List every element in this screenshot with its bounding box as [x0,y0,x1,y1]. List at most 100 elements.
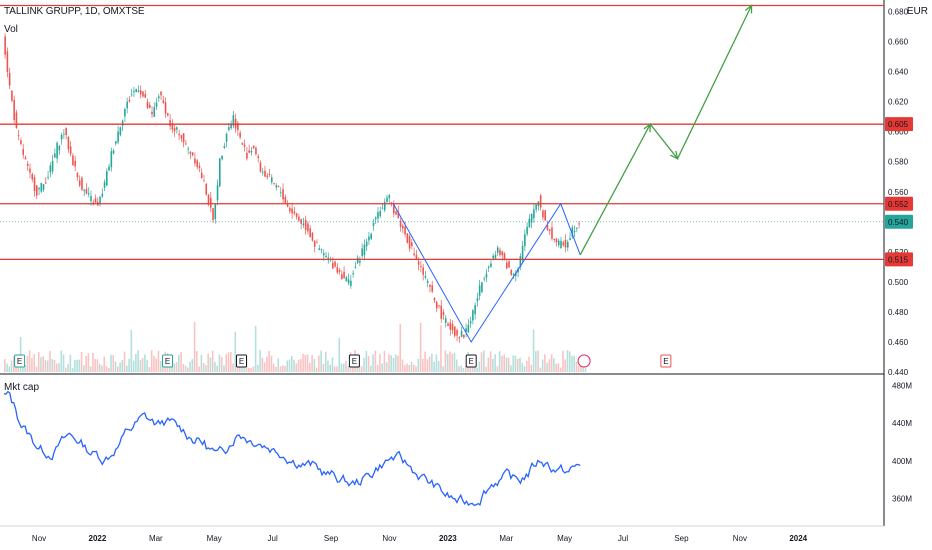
volume-bar [24,364,26,372]
candle-body [266,175,269,178]
volume-bar [180,351,182,372]
candle-body [187,148,189,150]
volume-bar [126,365,128,372]
candle-body [478,285,481,296]
volume-bar [58,363,60,372]
volume-bar [263,362,266,372]
candle-body [35,185,38,196]
candle-body [444,318,447,323]
volume-bar [471,365,474,372]
candle-body [20,140,22,145]
volume-bar [358,365,361,372]
volume-bar [510,365,512,372]
candle-body [316,242,318,244]
candle-body [350,280,352,286]
candle-body [241,142,244,145]
candle-body [85,188,88,194]
volume-bar [535,351,537,372]
volume-bar [33,354,35,372]
volume-bar [550,354,553,372]
candle-body [146,101,149,108]
candle-body [553,238,556,240]
volume-bar [494,354,496,372]
candle-body [302,223,305,226]
volume-bar [455,359,458,372]
volume-bar [401,359,404,372]
candle-body [429,284,431,287]
volume-bar [507,357,510,372]
volume-bar [128,359,130,372]
time-tick-label: Mar [499,534,513,543]
volume-bar [374,350,377,372]
candle-body [200,172,203,179]
volume-bar [424,351,426,372]
candle-body [237,123,239,131]
volume-bar [512,355,515,372]
earnings-marker: E [235,354,247,368]
earnings-marker: E [465,354,477,368]
volume-bar [370,365,372,372]
volume-bar [87,353,90,372]
candle-body [341,274,343,279]
projection-arrowhead [744,4,753,14]
candle-body [456,330,458,336]
projection-arrowhead [643,122,651,133]
candle-body [248,150,250,153]
volume-bar [155,358,157,372]
volume-bar [187,367,189,372]
volume-bar [501,355,503,372]
candle-body [578,223,580,225]
volume-bar [304,354,307,372]
volume-bar [259,350,261,372]
volume-bar [385,362,388,372]
candle-body [569,238,571,241]
volume-bar [383,350,386,372]
candle-body [243,144,246,147]
candle-body [117,131,119,143]
candle-body [347,279,350,284]
candle-body [173,127,176,132]
candle-body [564,239,567,248]
volume-bar [537,350,539,372]
candle-body [363,244,366,256]
volume-bar [116,366,119,372]
volume-bar [381,363,383,372]
volume-bar [35,366,38,372]
price-tag-label: 0.515 [888,255,909,264]
volume-bar [546,362,548,372]
candle-body [539,195,542,208]
candle-body [379,211,382,216]
volume-bar [121,360,124,372]
volume-bar [577,366,580,372]
candle-body [164,102,167,114]
candle-body [13,99,15,121]
currency-label: EUR [906,6,928,17]
candle-body [404,226,406,235]
candle-body [110,151,113,168]
volume-bar [157,350,160,372]
candle-body [40,183,43,192]
volume-bar [92,353,94,372]
candle-body [460,330,463,337]
candle-body [284,197,287,203]
candle-body [162,100,165,103]
earnings-box [348,354,360,368]
volume-bar [8,366,11,372]
candle-body [205,183,208,195]
candle-body [469,321,472,324]
earnings-letter: E [165,357,170,366]
volume-bar [227,352,230,372]
volume-bar [198,366,200,372]
candle-body [368,236,370,241]
candle-body [230,123,232,129]
candle-body [275,185,278,188]
volume-bar [46,360,49,372]
candle-body [356,257,359,263]
time-tick-label: May [207,534,222,543]
candle-body [458,337,461,339]
volume-bar [431,353,433,372]
volume-bar [175,362,178,372]
volume-bar [422,358,424,372]
volume-bar [112,355,115,372]
